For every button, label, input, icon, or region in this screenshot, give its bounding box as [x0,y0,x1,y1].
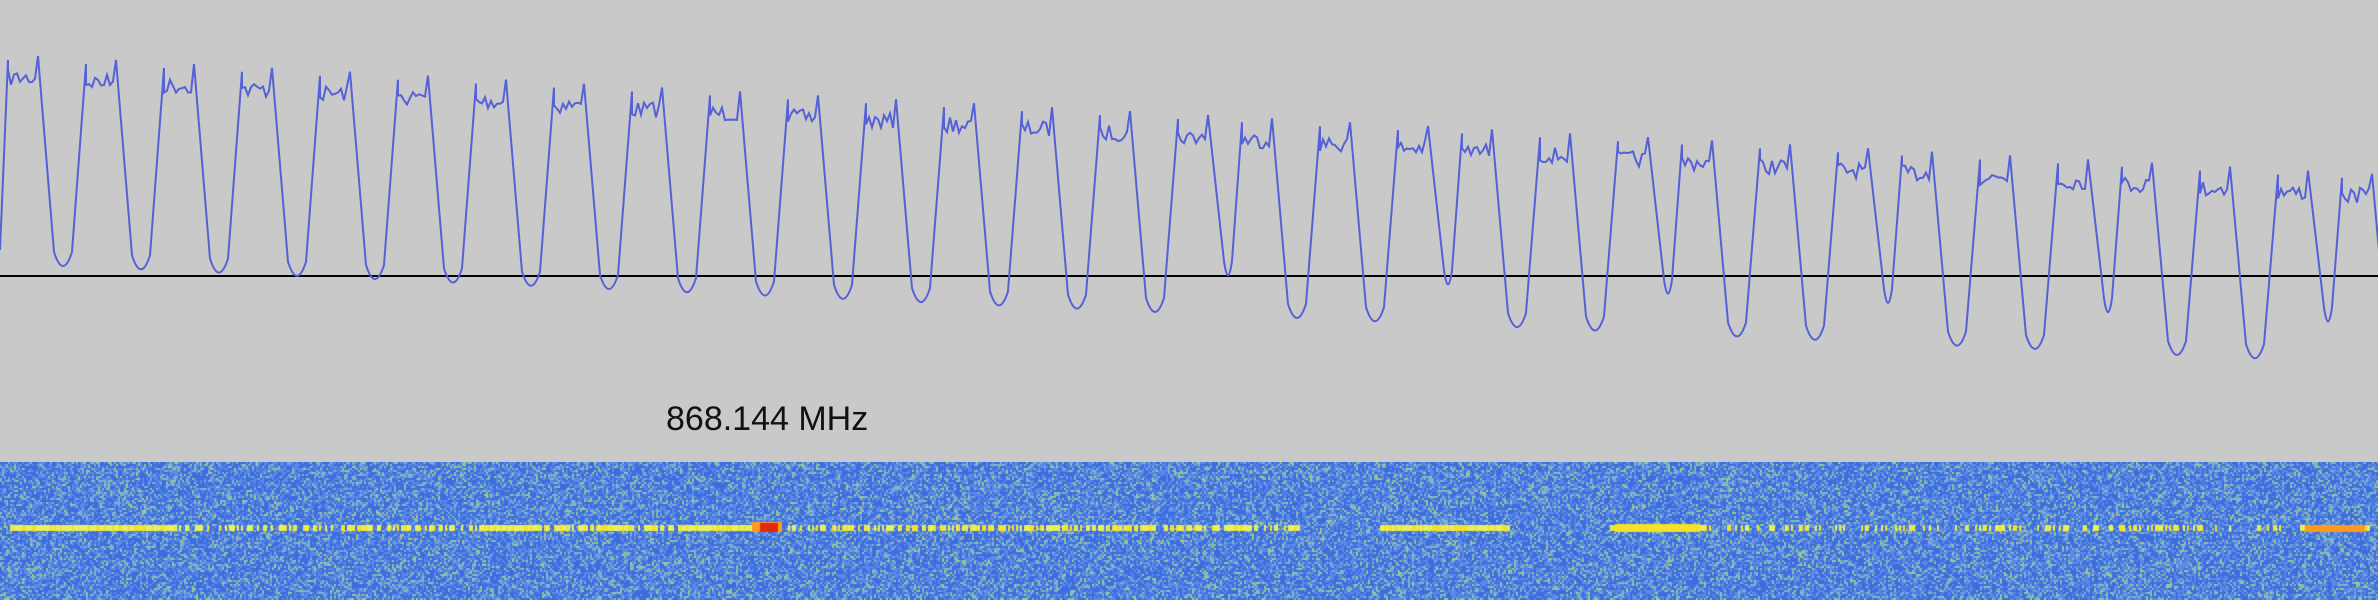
spectrogram-view[interactable] [0,462,2378,600]
frequency-label: 868.144 MHz [666,400,869,438]
spectrogram-canvas [0,462,2378,600]
waveform-plot [0,55,2378,360]
waveform-trace [0,55,2378,360]
waveform-view[interactable]: 868.144 MHz [0,0,2378,460]
